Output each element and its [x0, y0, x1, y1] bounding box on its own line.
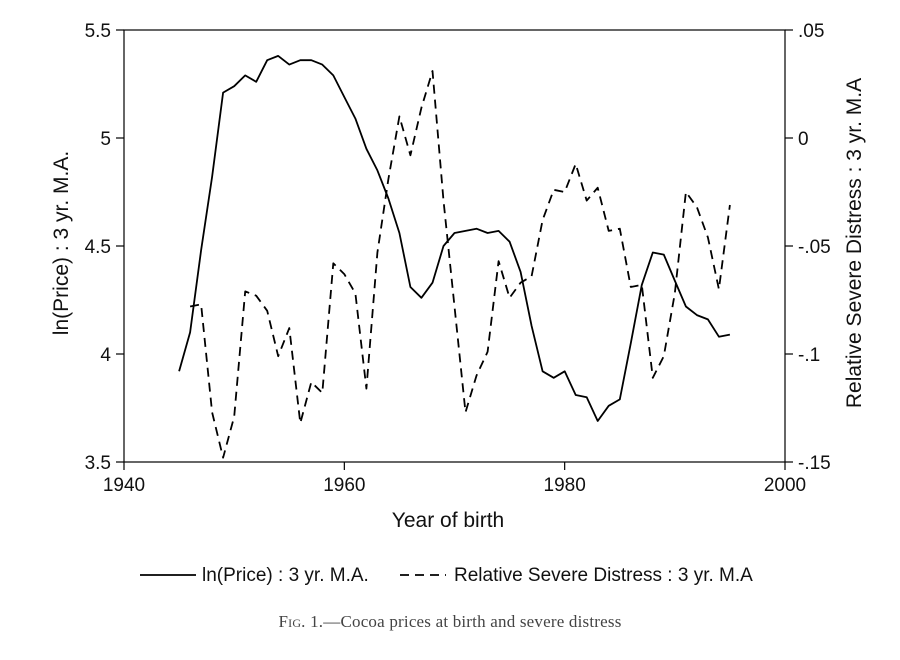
y-left-tick-label: 3.5	[85, 453, 111, 474]
series-layer	[178, 55, 731, 459]
y-right-tick-label: .05	[798, 21, 824, 42]
x-tick-label: 1940	[103, 475, 145, 496]
chart: 1940 1960 1980 2000 3.5 4 4.5 5 5.5 -.15 -.1 -.05 0.…	[50, 21, 866, 586]
y-left-tick-label: 5	[100, 129, 111, 150]
legend-label-price: ln(Price) : 3 yr. M.A.	[202, 565, 369, 586]
y-right-tick-label: -.1	[798, 345, 820, 366]
figure-caption: Fig. 1.—Cocoa prices at birth and severe…	[0, 612, 900, 632]
caption-text: —Cocoa prices at birth and severe distre…	[323, 612, 622, 631]
x-tick-label: 1960	[323, 475, 365, 496]
series-line-distress	[189, 70, 731, 459]
y-right-tick-label: -.05	[798, 237, 831, 258]
legend: ln(Price) : 3 yr. M.A. Relative Severe D…	[140, 565, 753, 586]
x-tick-label: 2000	[764, 475, 806, 496]
legend-label-distress: Relative Severe Distress : 3 yr. M.A	[454, 565, 753, 586]
x-tick-label: 1980	[544, 475, 586, 496]
plot-frame	[123, 29, 786, 463]
axis-ticks: 1940 1960 1980 2000 3.5 4 4.5 5 5.5 -.15 -.1 -.05 0.…	[85, 21, 831, 496]
y-right-tick-label: 0	[798, 129, 809, 150]
y-axis-right-title: Relative Severe Distress : 3 yr. M.A	[843, 78, 866, 408]
y-left-tick-label: 4.5	[85, 237, 111, 258]
x-axis-title: Year of birth	[392, 509, 504, 532]
y-right-tick-label: -.15	[798, 453, 831, 474]
caption-prefix: Fig. 1.	[278, 612, 324, 631]
y-left-tick-label: 4	[100, 345, 111, 366]
y-axis-left-title: ln(Price) : 3 yr. M.A.	[50, 151, 73, 335]
y-left-tick-label: 5.5	[85, 21, 111, 42]
series-line-price	[178, 55, 731, 422]
